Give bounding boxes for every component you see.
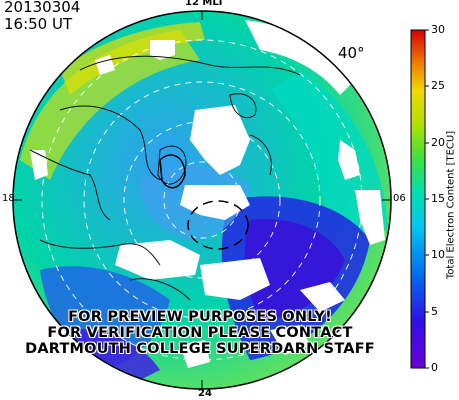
watermark-line-3: DARTMOUTH COLLEGE SUPERDARN STAFF [25, 341, 375, 357]
colorbar-tick-0: 0 [431, 361, 438, 374]
watermark-line-2: FOR VERIFICATION PLEASE CONTACT [47, 325, 353, 341]
colorbar-tick-25: 25 [431, 79, 445, 92]
date-label: 20130304 [4, 0, 81, 16]
mlt-label-right: 06 [393, 193, 406, 204]
colorbar-tick-10: 10 [431, 248, 445, 261]
latitude-circles [41, 39, 363, 361]
convection-contour [187, 200, 249, 250]
latitude-label: 40° [338, 44, 365, 62]
colorbar-tick-15: 15 [431, 192, 445, 205]
watermark-line-1: FOR PREVIEW PURPOSES ONLY! [68, 309, 332, 325]
colorbar-tick-30: 30 [431, 23, 445, 36]
convection-contour-2 [159, 154, 186, 189]
mlt-label-top: 12 MLT [185, 0, 224, 8]
colorbar-tick-5: 5 [431, 305, 438, 318]
colorbar-title: Total Electron Content [TECU] [445, 130, 457, 280]
mlt-label-bottom: 24 [198, 388, 212, 399]
mlt-ticks [13, 11, 391, 389]
time-label: 16:50 UT [4, 15, 73, 33]
colorbar [410, 29, 426, 369]
colorbar-tick-20: 20 [431, 136, 445, 149]
mlt-label-left: 18 [2, 193, 15, 204]
colorbar-ticks [425, 29, 429, 369]
